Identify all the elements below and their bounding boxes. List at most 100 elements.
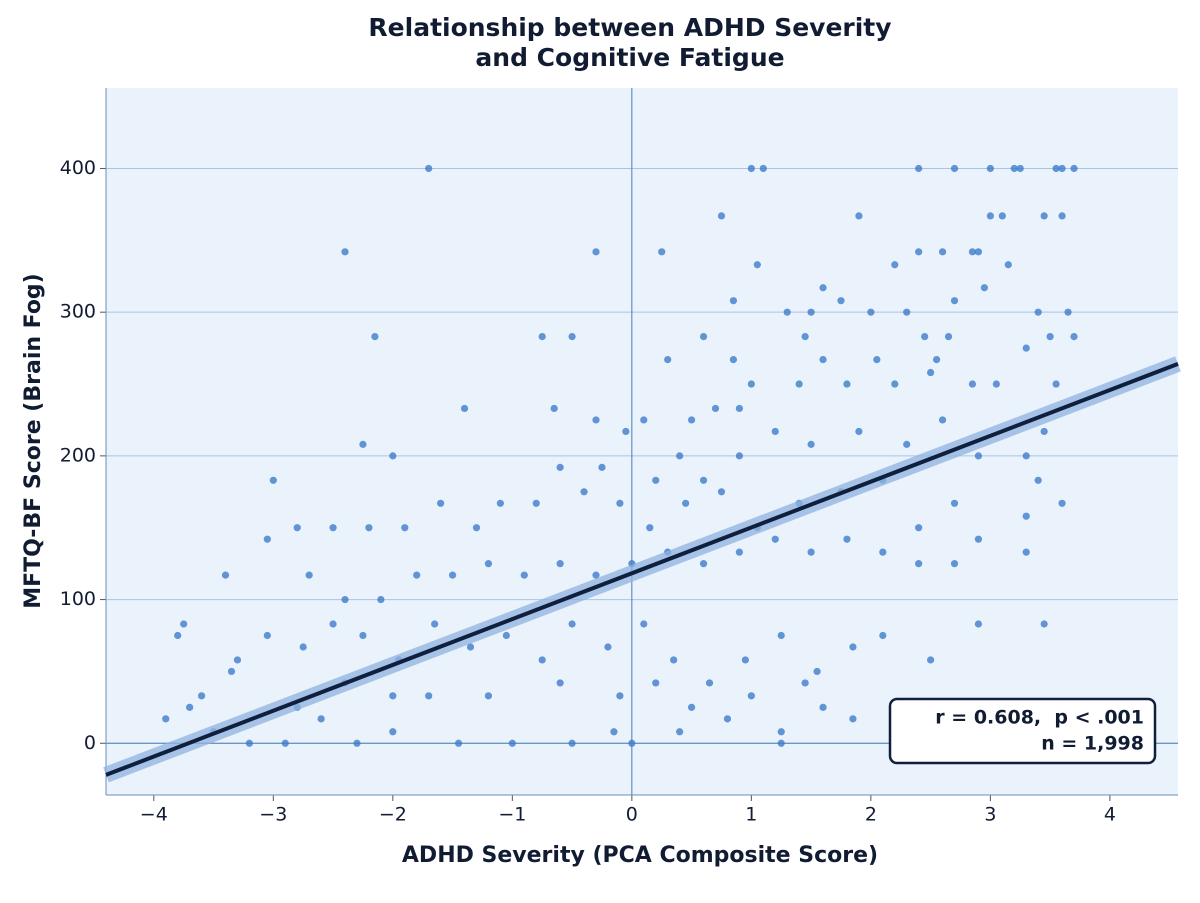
point — [568, 620, 576, 628]
point — [1034, 476, 1042, 484]
point — [1034, 308, 1042, 316]
annotation-text: n = 1,998 — [1041, 733, 1144, 755]
point — [550, 404, 558, 413]
point — [747, 692, 755, 700]
regression-line — [105, 362, 1179, 777]
point — [520, 571, 528, 579]
point — [927, 368, 935, 377]
point — [592, 416, 600, 424]
y-tick-label: 400 — [60, 157, 96, 179]
point — [950, 560, 959, 568]
point — [944, 332, 953, 341]
point — [180, 620, 188, 628]
point — [735, 548, 744, 556]
point — [448, 571, 457, 579]
point — [245, 739, 254, 747]
point — [658, 248, 666, 256]
point — [813, 667, 821, 676]
point — [389, 728, 397, 736]
point — [646, 524, 654, 532]
point — [556, 679, 564, 687]
point — [616, 499, 624, 507]
point — [1022, 452, 1030, 460]
point — [807, 440, 815, 448]
point — [186, 703, 194, 711]
point — [413, 571, 421, 579]
point — [365, 524, 373, 532]
point — [950, 499, 959, 507]
point — [819, 284, 827, 292]
point — [317, 715, 325, 723]
point — [281, 739, 289, 747]
point — [699, 476, 708, 484]
point — [974, 452, 983, 460]
point — [598, 463, 606, 471]
point — [568, 739, 576, 747]
point — [1046, 332, 1054, 341]
point — [299, 643, 307, 651]
point — [329, 620, 337, 628]
point — [771, 535, 779, 543]
point — [431, 620, 439, 628]
point — [753, 261, 761, 269]
point — [915, 164, 923, 173]
point — [915, 248, 923, 256]
point — [538, 332, 546, 341]
point — [873, 355, 881, 364]
point — [819, 703, 827, 711]
point — [915, 524, 923, 532]
point — [705, 679, 714, 687]
point — [986, 164, 994, 173]
point — [807, 308, 815, 316]
point — [682, 499, 690, 507]
point — [932, 355, 941, 364]
point — [903, 440, 911, 448]
point — [592, 248, 600, 256]
point — [454, 739, 463, 747]
point — [341, 595, 349, 604]
chart-title: and Cognitive Fatigue — [475, 43, 784, 72]
point — [986, 212, 994, 220]
point — [616, 692, 624, 700]
point — [801, 332, 809, 341]
point — [843, 535, 851, 543]
point — [670, 656, 678, 664]
x-axis-label: ADHD Severity (PCA Composite Score) — [402, 843, 878, 868]
point — [927, 656, 935, 664]
point — [371, 332, 379, 341]
chart-title: Relationship between ADHD Severity — [368, 13, 891, 42]
point — [921, 332, 929, 341]
point — [950, 164, 959, 173]
point — [801, 679, 809, 687]
point — [484, 692, 493, 700]
point — [174, 631, 182, 640]
point — [687, 416, 696, 424]
point — [389, 452, 397, 460]
point — [610, 728, 618, 736]
point — [502, 631, 510, 640]
point — [843, 380, 851, 388]
point — [980, 284, 988, 292]
point — [998, 212, 1006, 220]
x-tick-label: −4 — [140, 804, 168, 826]
point — [460, 404, 469, 413]
point — [849, 715, 857, 723]
point — [879, 631, 887, 640]
point — [664, 355, 672, 364]
point — [777, 631, 785, 640]
point — [1040, 212, 1048, 220]
point — [735, 404, 744, 413]
x-tick-label: 0 — [626, 804, 638, 826]
point — [777, 739, 785, 747]
point — [807, 548, 815, 556]
point — [974, 620, 983, 628]
point — [652, 679, 660, 687]
point — [227, 667, 236, 676]
point — [556, 463, 564, 471]
point — [628, 739, 636, 747]
point — [711, 404, 720, 413]
point — [622, 427, 630, 436]
point — [968, 380, 977, 388]
point — [837, 297, 845, 305]
